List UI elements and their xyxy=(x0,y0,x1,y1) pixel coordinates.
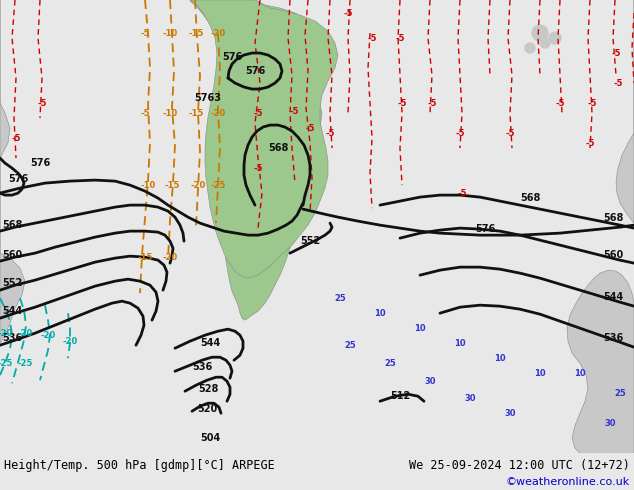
Text: -20: -20 xyxy=(41,331,56,340)
Polygon shape xyxy=(567,270,634,453)
Circle shape xyxy=(532,25,548,41)
Text: We 25-09-2024 12:00 UTC (12+72): We 25-09-2024 12:00 UTC (12+72) xyxy=(409,459,630,472)
Text: -5: -5 xyxy=(140,28,150,38)
Text: -10: -10 xyxy=(162,28,178,38)
Text: 560: 560 xyxy=(603,250,623,260)
Text: -15: -15 xyxy=(188,109,204,118)
Text: 5763: 5763 xyxy=(195,93,221,103)
Text: -5: -5 xyxy=(305,123,314,133)
Text: 552: 552 xyxy=(300,236,320,246)
Text: -15: -15 xyxy=(138,253,153,262)
Text: 10: 10 xyxy=(414,324,426,333)
Text: 25: 25 xyxy=(344,341,356,350)
Polygon shape xyxy=(190,0,338,278)
Text: -25: -25 xyxy=(17,359,33,368)
Polygon shape xyxy=(190,0,322,320)
Text: 568: 568 xyxy=(268,143,288,153)
Text: -5: -5 xyxy=(367,33,377,43)
Text: -5: -5 xyxy=(427,98,437,108)
Text: -5: -5 xyxy=(587,98,597,108)
Text: 544: 544 xyxy=(2,306,22,316)
Text: -10: -10 xyxy=(140,181,155,190)
Text: -5: -5 xyxy=(585,139,595,147)
Text: Height/Temp. 500 hPa [gdmp][°C] ARPEGE: Height/Temp. 500 hPa [gdmp][°C] ARPEGE xyxy=(4,459,275,472)
Text: -10: -10 xyxy=(162,109,178,118)
Text: 568: 568 xyxy=(603,213,623,223)
Text: -20: -20 xyxy=(210,109,226,118)
Text: -20: -20 xyxy=(0,329,13,338)
Text: -5: -5 xyxy=(398,98,407,108)
Text: 10: 10 xyxy=(534,368,546,378)
Text: -5: -5 xyxy=(555,98,565,108)
Text: -5: -5 xyxy=(455,128,465,138)
Text: -20: -20 xyxy=(162,253,178,262)
Text: 536: 536 xyxy=(2,333,22,343)
Text: 25: 25 xyxy=(334,294,346,303)
Text: -5: -5 xyxy=(343,8,353,18)
Text: 560: 560 xyxy=(2,250,22,260)
Polygon shape xyxy=(0,0,25,343)
Text: 544: 544 xyxy=(603,292,623,302)
Text: 536: 536 xyxy=(603,333,623,343)
Text: 504: 504 xyxy=(200,433,220,443)
Text: -20: -20 xyxy=(62,337,77,345)
Text: 576: 576 xyxy=(475,224,495,234)
Text: 568: 568 xyxy=(2,220,22,230)
Text: -5: -5 xyxy=(611,49,621,57)
Text: -20: -20 xyxy=(17,329,32,338)
Text: -20: -20 xyxy=(210,28,226,38)
Text: 520: 520 xyxy=(197,404,217,414)
Text: 10: 10 xyxy=(494,354,506,363)
Text: 10: 10 xyxy=(374,309,386,318)
Text: -5: -5 xyxy=(253,109,262,118)
Text: 552: 552 xyxy=(2,278,22,288)
Text: -5: -5 xyxy=(505,128,515,138)
Text: 576: 576 xyxy=(245,66,265,76)
Text: 25: 25 xyxy=(614,389,626,398)
Text: 30: 30 xyxy=(504,409,515,418)
Text: -5: -5 xyxy=(395,33,404,43)
Text: 568: 568 xyxy=(520,193,540,203)
Circle shape xyxy=(540,38,550,48)
Text: -5: -5 xyxy=(457,189,467,197)
Circle shape xyxy=(525,43,535,53)
Text: -5: -5 xyxy=(613,78,623,88)
Text: -5: -5 xyxy=(11,134,21,143)
Text: -5: -5 xyxy=(289,106,299,116)
Text: ©weatheronline.co.uk: ©weatheronline.co.uk xyxy=(506,477,630,487)
Text: 528: 528 xyxy=(198,384,218,394)
Circle shape xyxy=(549,32,561,44)
Text: -5: -5 xyxy=(253,164,262,172)
Text: -20: -20 xyxy=(190,181,205,190)
Text: 576: 576 xyxy=(222,52,242,62)
Text: -15: -15 xyxy=(164,181,179,190)
Text: -5: -5 xyxy=(325,128,335,138)
Text: 576: 576 xyxy=(8,174,28,184)
Text: 536: 536 xyxy=(192,362,212,372)
Text: 30: 30 xyxy=(424,377,436,386)
Text: -25: -25 xyxy=(0,359,13,368)
Text: 30: 30 xyxy=(464,394,476,403)
Text: 25: 25 xyxy=(384,359,396,368)
Text: -15: -15 xyxy=(188,28,204,38)
Text: 10: 10 xyxy=(574,368,586,378)
Text: -5: -5 xyxy=(140,109,150,118)
Text: 544: 544 xyxy=(200,338,220,348)
Text: 10: 10 xyxy=(454,339,466,348)
Text: 576: 576 xyxy=(30,158,50,168)
Text: -25: -25 xyxy=(210,181,226,190)
Text: -5: -5 xyxy=(37,98,47,108)
Polygon shape xyxy=(616,0,634,223)
Text: 30: 30 xyxy=(604,419,616,428)
Text: 512: 512 xyxy=(390,391,410,401)
